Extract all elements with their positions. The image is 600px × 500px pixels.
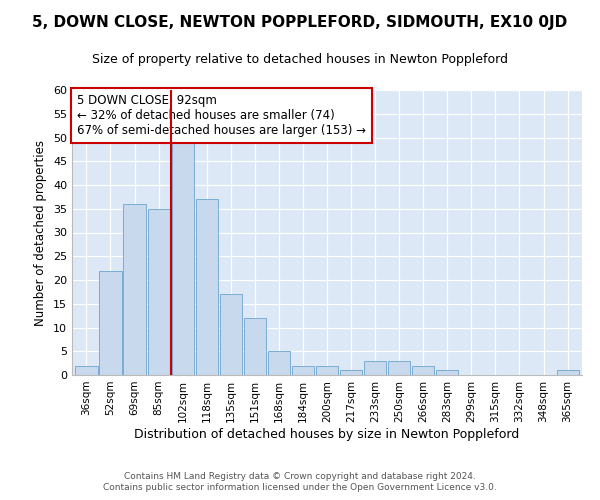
Bar [436, 370, 458, 375]
Bar [292, 366, 314, 375]
Bar [364, 361, 386, 375]
Bar [76, 366, 98, 375]
Bar [340, 370, 362, 375]
Bar [268, 351, 290, 375]
Text: 5 DOWN CLOSE: 92sqm
← 32% of detached houses are smaller (74)
67% of semi-detach: 5 DOWN CLOSE: 92sqm ← 32% of detached ho… [77, 94, 366, 138]
Text: 5, DOWN CLOSE, NEWTON POPPLEFORD, SIDMOUTH, EX10 0JD: 5, DOWN CLOSE, NEWTON POPPLEFORD, SIDMOU… [32, 15, 568, 30]
Bar [196, 199, 218, 375]
Bar [412, 366, 434, 375]
X-axis label: Distribution of detached houses by size in Newton Poppleford: Distribution of detached houses by size … [134, 428, 520, 440]
Y-axis label: Number of detached properties: Number of detached properties [34, 140, 47, 326]
Bar [124, 204, 146, 375]
Bar [316, 366, 338, 375]
Text: Size of property relative to detached houses in Newton Poppleford: Size of property relative to detached ho… [92, 52, 508, 66]
Text: Contains public sector information licensed under the Open Government Licence v3: Contains public sector information licen… [103, 483, 497, 492]
Bar [557, 370, 578, 375]
Bar [388, 361, 410, 375]
Bar [220, 294, 242, 375]
Bar [148, 209, 170, 375]
Bar [172, 142, 194, 375]
Text: Contains HM Land Registry data © Crown copyright and database right 2024.: Contains HM Land Registry data © Crown c… [124, 472, 476, 481]
Bar [100, 270, 122, 375]
Bar [244, 318, 266, 375]
